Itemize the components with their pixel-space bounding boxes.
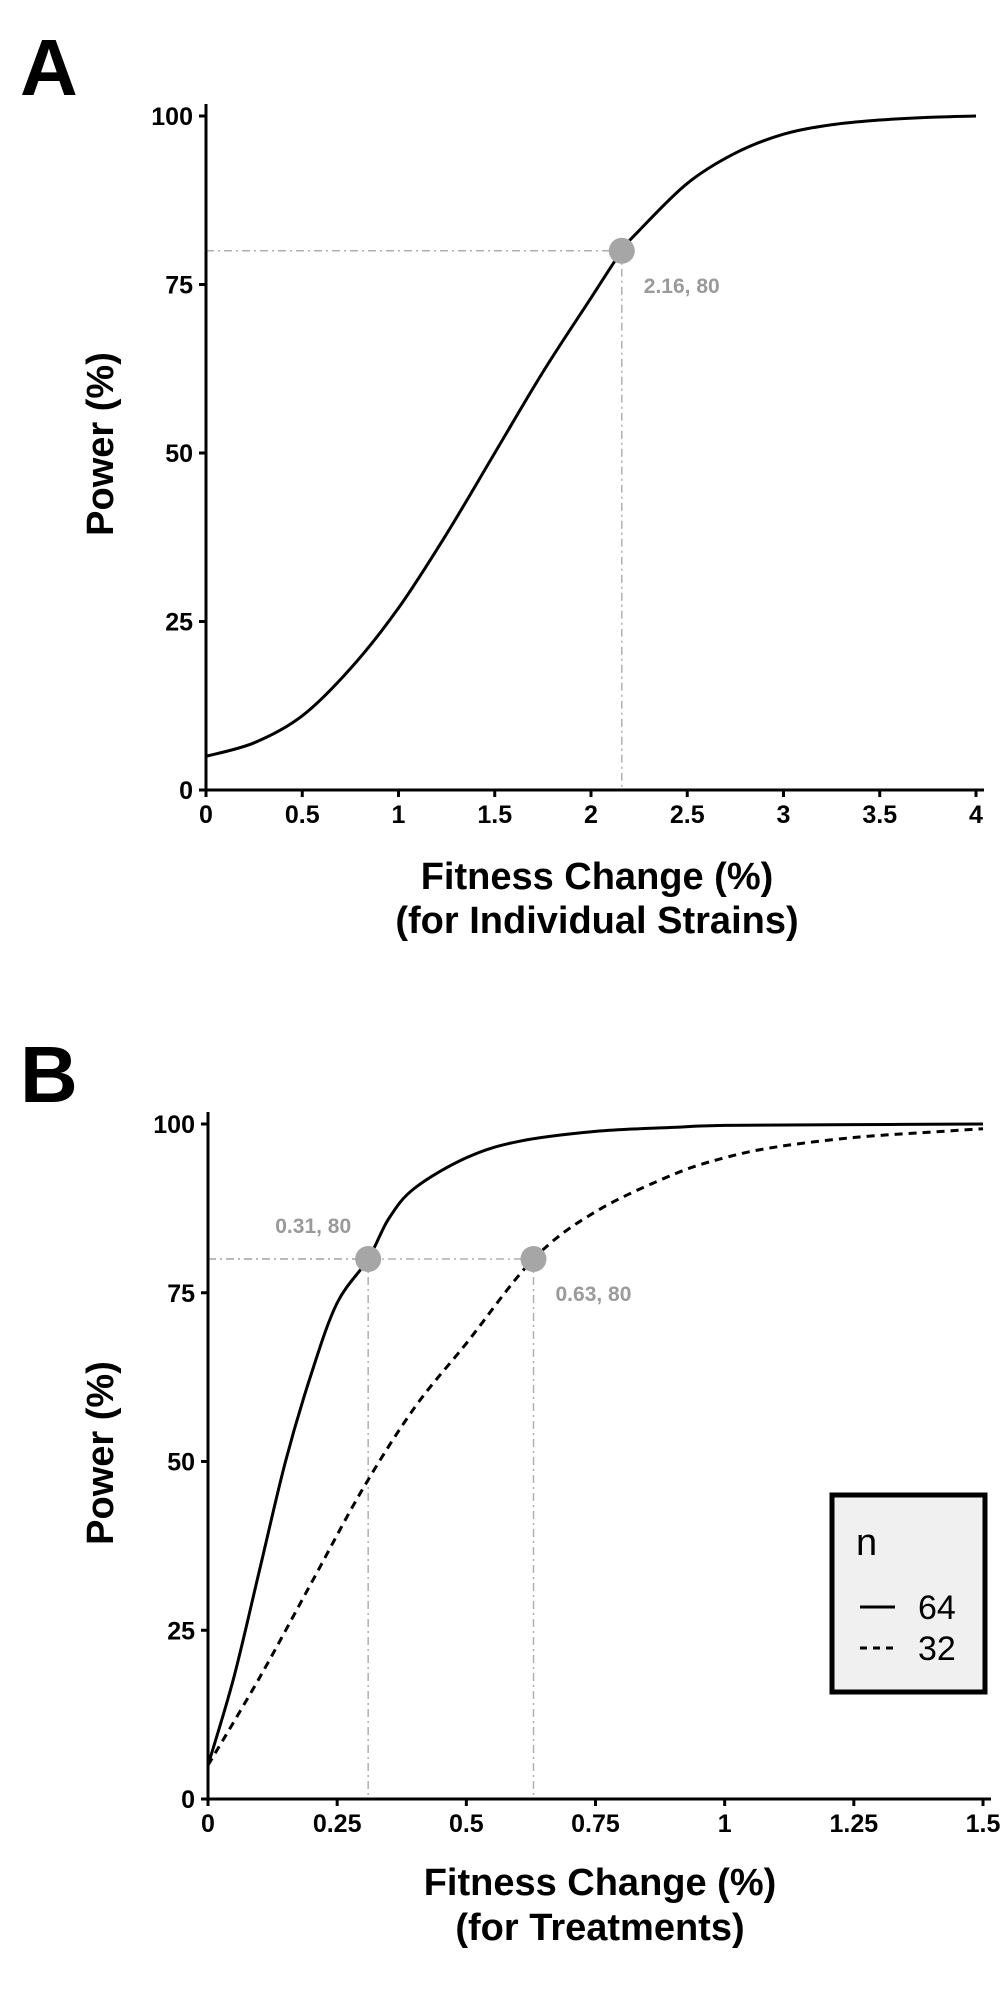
panel-a-y-axis-title: Power (%) bbox=[80, 352, 122, 536]
panel-a-marker-0 bbox=[608, 237, 635, 264]
panel-b-marker-1 bbox=[520, 1246, 547, 1272]
panel-b: B 0.31, 80 0.63, 80 0 25 50 75 100 0 0.25 0.5 0.7… bbox=[20, 1030, 1000, 1949]
panel-b-x-tick-label-5: 1.25 bbox=[829, 1810, 878, 1838]
panel-b-markers: 0.31, 80 0.63, 80 bbox=[275, 1215, 631, 1306]
legend-label-32: 32 bbox=[918, 1630, 956, 1668]
panel-b-axes: 0 25 50 75 100 0 0.25 0.5 0.75 1 1.25 1.5 bbox=[153, 1111, 1000, 1838]
panel-b-x-tick-label-3: 0.75 bbox=[571, 1810, 620, 1838]
panel-b-y-tick-label-1: 25 bbox=[167, 1617, 195, 1645]
panel-a-series-n bbox=[205, 114, 977, 758]
panel-a-y-tick-label-3: 75 bbox=[165, 272, 193, 300]
panel-b-x-tick-label-2: 0.5 bbox=[449, 1810, 484, 1838]
panel-b-x-tick-label-1: 0.25 bbox=[313, 1810, 362, 1838]
panel-b-marker-label-1: 0.63, 80 bbox=[556, 1283, 632, 1306]
panel-a-x-tick-label-3: 1.5 bbox=[477, 801, 512, 829]
panel-a-x-tick-label-8: 4 bbox=[969, 801, 983, 829]
legend-label-64: 64 bbox=[918, 1589, 956, 1627]
legend: n 64 32 bbox=[829, 1492, 988, 1695]
panel-b-y-tick-label-4: 100 bbox=[153, 1111, 195, 1139]
panel-b-x-tick-label-6: 1.5 bbox=[966, 1810, 1001, 1838]
panel-a-series-layer bbox=[205, 114, 977, 758]
legend-title: n bbox=[856, 1522, 877, 1564]
panel-b-y-axis-title: Power (%) bbox=[80, 1361, 122, 1545]
panel-b-letter: B bbox=[20, 1030, 78, 1119]
panel-a-axes: 0 25 50 75 100 0 0.5 1 1.5 2 2.5 3 3.5 4 bbox=[151, 103, 984, 829]
panel-a: A 2.16, 80 0 25 50 75 100 0 0.5 1 1.5 2 2.5 3 3.5 4 F… bbox=[20, 23, 984, 942]
panel-b-x-tick-label-4: 1 bbox=[718, 1810, 732, 1838]
legend-box bbox=[829, 1492, 988, 1695]
panel-b-marker-0 bbox=[355, 1246, 382, 1272]
panel-b-x-axis-subtitle: (for Treatments) bbox=[455, 1907, 744, 1949]
panel-b-y-tick-label-2: 50 bbox=[167, 1449, 195, 1477]
panel-a-x-axis-title: Fitness Change (%) bbox=[421, 856, 774, 898]
panel-a-y-tick-label-1: 25 bbox=[165, 609, 193, 637]
panel-a-y-tick-label-0: 0 bbox=[179, 777, 193, 805]
panel-a-marker-label-0: 2.16, 80 bbox=[644, 275, 720, 298]
panel-b-y-tick-label-3: 75 bbox=[167, 1280, 195, 1308]
panel-a-y-tick-label-4: 100 bbox=[151, 103, 193, 131]
panel-a-x-axis-subtitle: (for Individual Strains) bbox=[395, 900, 798, 942]
panel-a-y-tick-label-2: 50 bbox=[165, 440, 193, 468]
panel-a-x-tick-label-0: 0 bbox=[199, 801, 213, 829]
panel-a-x-tick-label-2: 1 bbox=[392, 801, 406, 829]
panel-a-markers: 2.16, 80 bbox=[608, 237, 720, 298]
panel-b-x-tick-label-0: 0 bbox=[201, 1810, 215, 1838]
panel-a-guides bbox=[206, 250, 623, 790]
panel-b-x-axis-title: Fitness Change (%) bbox=[424, 1862, 777, 1904]
panel-a-x-tick-label-6: 3 bbox=[777, 801, 791, 829]
panel-a-letter: A bbox=[20, 23, 78, 112]
panel-b-y-tick-label-0: 0 bbox=[181, 1786, 195, 1814]
panel-a-x-tick-label-4: 2 bbox=[584, 801, 598, 829]
panel-b-marker-label-0: 0.31, 80 bbox=[275, 1215, 351, 1238]
panel-a-x-tick-label-1: 0.5 bbox=[285, 801, 320, 829]
panel-b-series-64 bbox=[206, 1122, 984, 1766]
panel-a-x-tick-label-7: 3.5 bbox=[862, 801, 897, 829]
panel-b-guides bbox=[208, 1258, 535, 1799]
panel-a-x-tick-label-5: 2.5 bbox=[670, 801, 705, 829]
